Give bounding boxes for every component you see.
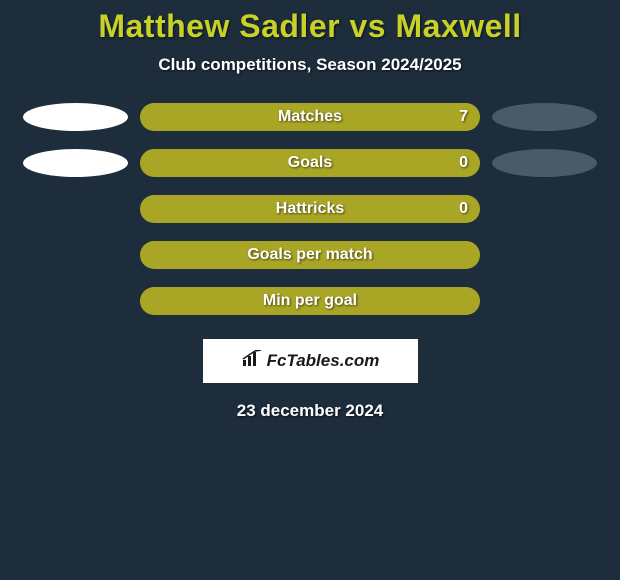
stat-value: 0 — [459, 200, 468, 218]
stats-section: Matches 7 Goals 0 Hattricks 0 Goals — [0, 103, 620, 315]
fctables-logo: FcTables.com — [203, 339, 418, 383]
stat-row: Goals per match — [0, 241, 620, 269]
logo-container: FcTables.com — [0, 339, 620, 383]
stat-bar: Goals per match — [140, 241, 480, 269]
stat-label: Hattricks — [276, 200, 344, 218]
logo-text: FcTables.com — [267, 351, 380, 371]
player-right-oval — [492, 103, 597, 131]
player-right-oval — [492, 149, 597, 177]
stat-bar: Goals 0 — [140, 149, 480, 177]
stat-value: 0 — [459, 154, 468, 172]
stat-row: Min per goal — [0, 287, 620, 315]
player-left-oval — [23, 103, 128, 131]
stat-label: Goals per match — [247, 246, 372, 264]
player-left-oval — [23, 149, 128, 177]
stat-value: 7 — [459, 108, 468, 126]
stat-bar: Min per goal — [140, 287, 480, 315]
date-label: 23 december 2024 — [0, 401, 620, 421]
stat-row: Goals 0 — [0, 149, 620, 177]
stat-row: Hattricks 0 — [0, 195, 620, 223]
page-subtitle: Club competitions, Season 2024/2025 — [0, 55, 620, 75]
stat-row: Matches 7 — [0, 103, 620, 131]
page-title: Matthew Sadler vs Maxwell — [0, 8, 620, 45]
stat-label: Goals — [288, 154, 332, 172]
stat-bar: Hattricks 0 — [140, 195, 480, 223]
stat-label: Matches — [278, 108, 342, 126]
comparison-card: Matthew Sadler vs Maxwell Club competiti… — [0, 0, 620, 421]
chart-icon — [241, 350, 263, 373]
stat-label: Min per goal — [263, 292, 357, 310]
stat-bar: Matches 7 — [140, 103, 480, 131]
